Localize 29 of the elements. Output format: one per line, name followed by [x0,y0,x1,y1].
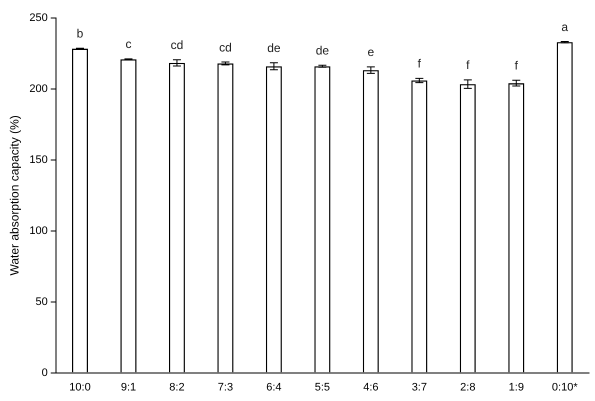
x-tick-label: 6:4 [266,381,282,394]
x-tick-label: 0:10* [552,381,578,394]
annotation: de [267,41,281,56]
annotation: f [418,56,422,71]
x-tick-label: 10:0 [69,381,91,394]
x-tick-label: 1:9 [508,381,524,394]
y-tick-label: 0 [42,366,48,379]
x-tick-label: 4:6 [363,381,378,394]
x-tick-label: 3:7 [412,381,427,394]
annotation: cd [219,40,232,54]
annotation: f [514,58,519,73]
annotation: c [125,37,132,52]
annotation: b [76,26,84,41]
x-tick-label: 9:1 [120,381,136,394]
y-tick-label: 150 [29,154,48,166]
x-tick-label: 8:2 [169,381,185,394]
annotation: f [466,58,470,72]
annotation: e [368,45,375,60]
annotation: de [316,44,330,58]
annotation: cd [170,38,184,52]
y-tick-label: 200 [29,82,48,95]
y-tick-label: 50 [36,296,48,308]
x-tick-label: 2:8 [460,381,476,394]
y-axis-title: Water absorption capacity (%) [8,115,22,276]
x-tick-label: 7:3 [218,381,234,394]
annotation: a [561,20,568,34]
y-tick-label: 100 [29,224,48,237]
x-tick-label: 5:5 [314,381,330,394]
y-tick-label: 250 [29,12,48,24]
